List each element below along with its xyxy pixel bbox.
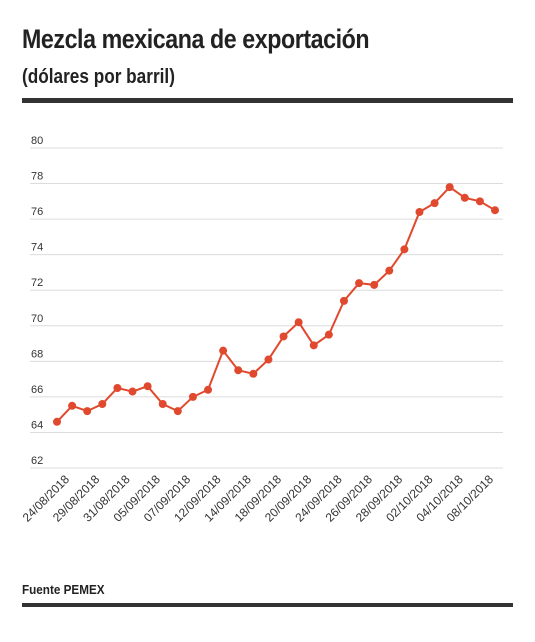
data-point [128, 387, 137, 396]
data-point [234, 366, 243, 375]
data-point [98, 400, 107, 408]
series-line [56, 185, 496, 423]
data-point [339, 296, 348, 305]
y-tick-label: 76 [31, 206, 43, 218]
data-point [445, 183, 454, 192]
data-point [158, 400, 167, 408]
data-point [68, 401, 77, 410]
data-point [324, 330, 333, 339]
data-point [279, 332, 288, 341]
source-note: Fuente PEMEX [22, 582, 105, 597]
data-point [400, 245, 409, 254]
data-point [83, 407, 92, 416]
data-point [370, 280, 379, 289]
footer-divider [22, 603, 513, 607]
y-tick-label: 70 [31, 313, 43, 325]
data-point [491, 206, 499, 215]
header-divider [22, 98, 513, 103]
y-tick-label: 62 [31, 455, 43, 467]
data-point [113, 384, 122, 392]
data-point [219, 346, 228, 355]
gridlines [30, 147, 503, 469]
x-axis-ticks: 24/08/201829/08/201831/08/201805/09/2018… [20, 472, 497, 525]
data-point [173, 407, 182, 416]
data-point [355, 279, 364, 288]
data-point [460, 193, 469, 202]
y-tick-label: 78 [31, 171, 43, 183]
y-tick-label: 74 [31, 242, 43, 254]
data-point [309, 341, 318, 350]
chart-subtitle: (dólares por barril) [22, 66, 175, 88]
data-point [385, 266, 394, 275]
data-point [430, 199, 439, 208]
y-tick-label: 66 [31, 384, 43, 396]
y-tick-label: 68 [31, 348, 43, 360]
y-tick-label: 64 [31, 419, 43, 431]
data-point [264, 355, 273, 364]
y-tick-label: 72 [31, 277, 43, 289]
data-point [53, 417, 61, 426]
data-point [475, 197, 484, 206]
chart-title: Mezcla mexicana de exportación [22, 24, 370, 54]
data-point [188, 392, 197, 401]
data-point [249, 369, 258, 378]
data-point [294, 318, 303, 327]
y-tick-label: 80 [31, 135, 43, 147]
data-point [415, 208, 424, 216]
data-point [143, 382, 152, 391]
series-layer [53, 183, 499, 426]
data-point [204, 385, 213, 394]
y-axis-ticks: 62 64 66 68 70 72 74 76 78 80 [31, 135, 43, 467]
